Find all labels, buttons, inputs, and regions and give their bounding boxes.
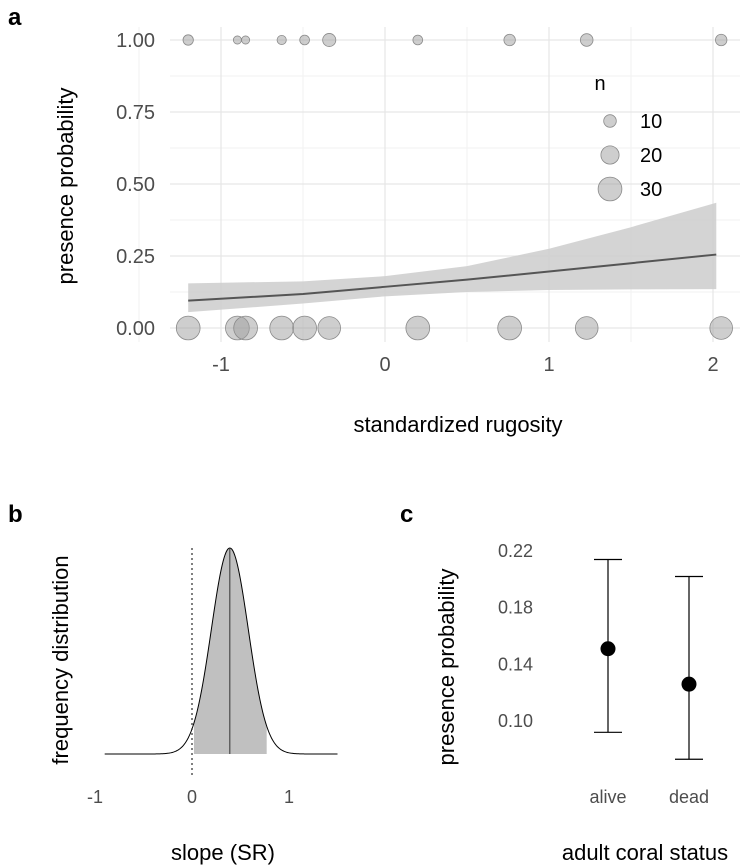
data-point-absent	[574, 316, 599, 340]
y-tick-label: 1.00	[116, 30, 155, 52]
data-point-absent	[497, 315, 522, 341]
legend-label: 20	[640, 145, 662, 167]
panel-a-x-axis-title: standardized rugosity	[353, 412, 562, 437]
y-tick-label: 0.22	[498, 541, 533, 561]
data-point-present	[182, 34, 194, 46]
x-tick-label: alive	[589, 787, 626, 807]
data-point-absent	[292, 315, 317, 341]
data-point-present	[276, 34, 287, 46]
x-tick-label: 0	[379, 354, 390, 376]
panel-a-y-axis-title: presence probability	[53, 88, 78, 285]
legend-label: 30	[640, 179, 662, 201]
panel-a: -1 0 1 2 0.00 0.25 0.50 0.75 1.00 n 10 20 30	[116, 27, 740, 376]
x-tick-label: 2	[707, 354, 718, 376]
legend-key	[600, 145, 620, 165]
data-point-absent	[405, 315, 431, 341]
estimate-point	[681, 676, 697, 692]
panel-c-y-axis-title: presence probability	[434, 569, 459, 766]
data-point-present	[299, 34, 310, 46]
data-point-present	[503, 33, 516, 47]
confidence-band	[188, 202, 717, 313]
data-point-absent	[233, 315, 258, 341]
data-point-present	[412, 34, 424, 46]
data-point-present	[232, 35, 242, 45]
y-tick-label: 0.00	[116, 318, 155, 340]
fit-line	[188, 253, 717, 302]
x-tick-label: dead	[669, 787, 709, 807]
data-point-absent	[317, 316, 341, 340]
density-curve	[104, 547, 338, 755]
panel-label-c: c	[400, 501, 413, 528]
legend-label: 10	[640, 111, 662, 133]
data-point-present	[322, 33, 337, 47]
data-point-present	[715, 33, 728, 47]
data-point-absent	[175, 315, 201, 341]
x-tick-label: 0	[187, 787, 197, 807]
data-point-absent	[709, 316, 733, 340]
x-tick-label: -1	[212, 354, 230, 376]
x-tick-label: -1	[87, 787, 103, 807]
legend-key	[597, 176, 623, 202]
panel-b: -1 0 1	[87, 547, 338, 807]
panel-c-x-axis-title: adult coral status	[562, 840, 728, 865]
legend-key	[603, 114, 617, 128]
y-tick-label: 0.10	[498, 711, 533, 731]
y-tick-label: 0.25	[116, 246, 155, 268]
y-tick-label: 0.75	[116, 102, 155, 124]
panel-c: 0.10 0.14 0.18 0.22 alive dead	[498, 541, 709, 807]
estimate-point	[600, 641, 616, 657]
y-tick-label: 0.14	[498, 654, 533, 674]
data-point-present	[580, 33, 594, 47]
y-tick-label: 0.50	[116, 174, 155, 196]
panel-b-y-axis-title: frequency distribution	[48, 555, 73, 764]
panel-label-b: b	[8, 501, 23, 528]
x-tick-label: 1	[284, 787, 294, 807]
x-tick-label: 1	[543, 354, 554, 376]
panel-b-x-axis-title: slope (SR)	[171, 840, 275, 865]
data-point-present	[241, 35, 251, 45]
legend-title: n	[594, 73, 605, 95]
y-tick-label: 0.18	[498, 598, 533, 618]
panel-label-a: a	[8, 4, 22, 31]
data-point-absent	[269, 315, 294, 341]
